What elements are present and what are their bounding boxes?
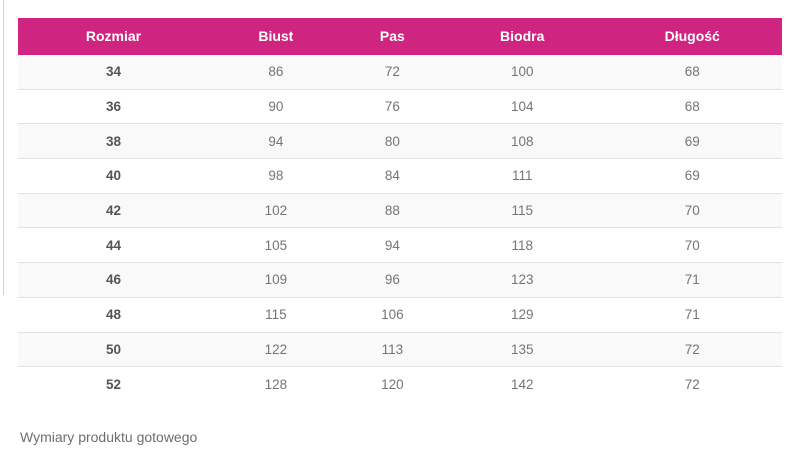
- value-cell: 70: [602, 193, 782, 229]
- value-cell: 123: [442, 262, 603, 298]
- table-row: 48 115 106 129 71: [18, 297, 782, 333]
- table-row: 38 94 80 108 69: [18, 123, 782, 160]
- value-cell: 90: [209, 89, 343, 125]
- size-cell: 50: [18, 332, 209, 368]
- value-cell: 120: [381, 376, 404, 392]
- value-cell: 71: [602, 262, 782, 298]
- value-cell: 72: [684, 376, 700, 392]
- size-cell: 52: [105, 376, 122, 392]
- value-cell: 72: [342, 54, 442, 90]
- value-cell: 109: [209, 262, 343, 298]
- value-cell: 94: [342, 227, 442, 264]
- value-cell: 94: [209, 123, 343, 160]
- value-cell: 84: [342, 158, 442, 194]
- table-row: 52 128 120 142 72: [18, 366, 782, 402]
- table-row: 44 105 94 118 70: [18, 227, 782, 264]
- size-cell: 34: [18, 54, 209, 90]
- value-cell: 72: [602, 332, 782, 368]
- size-cell: 36: [18, 89, 209, 125]
- value-cell: 128: [264, 376, 288, 392]
- value-cell: 115: [442, 193, 603, 229]
- value-cell: 105: [209, 227, 343, 264]
- size-cell: 46: [18, 262, 209, 298]
- value-cell: 96: [342, 262, 442, 298]
- value-cell: 71: [602, 297, 782, 333]
- value-cell: 69: [602, 123, 782, 160]
- table-caption: Wymiary produktu gotowego: [20, 429, 198, 445]
- table-row: 50 122 113 135 72: [18, 332, 782, 368]
- column-header-pas: Pas: [342, 18, 442, 55]
- value-cell: 135: [442, 332, 603, 368]
- value-cell: 88: [342, 193, 442, 229]
- container-left-border: [3, 0, 4, 295]
- value-cell: 104: [442, 89, 603, 125]
- value-cell: 80: [342, 123, 442, 160]
- value-cell: 129: [442, 297, 603, 333]
- table-row: 42 102 88 115 70: [18, 193, 782, 229]
- value-cell: 69: [602, 158, 782, 194]
- value-cell: 86: [209, 54, 343, 90]
- value-cell: 118: [442, 227, 603, 264]
- value-cell: 98: [209, 158, 343, 194]
- size-cell: 38: [18, 123, 209, 160]
- value-cell: 122: [209, 332, 343, 368]
- value-cell: 100: [442, 54, 603, 90]
- value-cell: 142: [510, 376, 534, 392]
- column-header-biust: Biust: [209, 18, 343, 55]
- value-cell: 102: [209, 193, 343, 229]
- size-cell: 40: [18, 158, 209, 194]
- value-cell: 76: [342, 89, 442, 125]
- value-cell: 70: [602, 227, 782, 264]
- value-cell: 111: [442, 158, 603, 194]
- value-cell: 115: [209, 297, 343, 333]
- table-row: 36 90 76 104 68: [18, 89, 782, 125]
- column-header-biodra: Biodra: [442, 18, 603, 55]
- size-cell: 48: [18, 297, 209, 333]
- size-cell: 44: [18, 227, 209, 264]
- table-row: 46 109 96 123 71: [18, 262, 782, 298]
- value-cell: 113: [342, 332, 442, 368]
- value-cell: 68: [602, 89, 782, 125]
- table-header: Rozmiar Biust Pas Biodra Długość: [18, 18, 782, 55]
- value-cell: 68: [602, 54, 782, 90]
- size-cell: 42: [18, 193, 209, 229]
- value-cell: 108: [442, 123, 603, 160]
- column-header-rozmiar: Rozmiar: [18, 18, 209, 55]
- value-cell: 106: [342, 297, 442, 333]
- table-row: 34 86 72 100 68: [18, 54, 782, 90]
- column-header-dlugosc: Długość: [602, 18, 782, 55]
- table-body: 34 86 72 100 68 36 90 76 104 68 38 94 80 108 69 40 98 84 1…: [18, 54, 782, 402]
- size-chart-table: Rozmiar Biust Pas Biodra Długość 34 86 72 1…: [18, 18, 782, 402]
- table-row: 40 98 84 111 69: [18, 158, 782, 194]
- table-header-row: Rozmiar Biust Pas Biodra Długość: [18, 18, 782, 55]
